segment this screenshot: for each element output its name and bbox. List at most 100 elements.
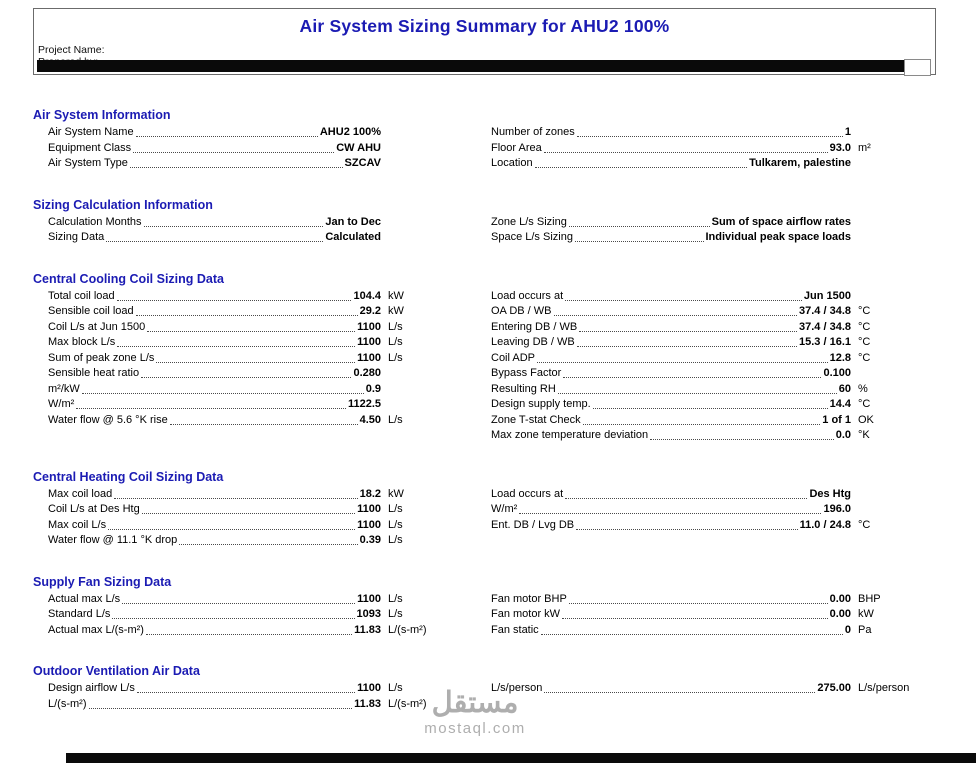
data-row: Sum of peak zone L/s 1100 L/s [48, 351, 433, 367]
row-unit: L/(s-m²) [388, 623, 427, 636]
section-columns: Design airflow L/s 1100 L/s L/(s-m²) 11.… [33, 681, 936, 712]
dot-leader [544, 692, 816, 693]
project-name-label: Project Name: [38, 44, 105, 56]
data-row: Calculation Months Jan to Dec [48, 215, 433, 231]
data-row: Load occurs at Jun 1500 [491, 289, 923, 305]
row-label: Zone L/s Sizing [491, 215, 567, 228]
section-column-right: Load occurs at Des Htg W/m² 196.0 Ent. D… [491, 487, 923, 534]
row-value: Jan to Dec [325, 215, 381, 228]
data-row: Location Tulkarem, palestine [491, 156, 923, 172]
dot-leader [543, 151, 828, 153]
row-value: 1100 [357, 503, 381, 515]
section-columns: Total coil load 104.4 kW Sensible coil l… [33, 289, 936, 444]
row-value: 12.8 [829, 351, 851, 364]
data-row: Max coil L/s 1100 L/s [48, 518, 433, 534]
dot-leader [537, 361, 828, 363]
data-row: Sensible heat ratio 0.280 [48, 366, 433, 382]
row-value: 1100 [357, 336, 381, 348]
dot-leader [136, 692, 356, 693]
row-unit: kW [388, 305, 404, 317]
row-value: 11.83 [354, 697, 381, 710]
dot-leader [135, 136, 318, 137]
section-column-right: Number of zones 1 Floor Area 93.0 m² Loc… [491, 125, 923, 172]
dot-leader [106, 241, 324, 242]
data-row: Number of zones 1 [491, 125, 923, 141]
row-value: 0.00 [829, 592, 851, 605]
row-label: Design airflow L/s [48, 682, 135, 694]
dot-leader [179, 544, 358, 545]
row-label: Max block L/s [48, 336, 116, 348]
report-section: Sizing Calculation Information Calculati… [33, 198, 936, 246]
dot-leader [135, 315, 358, 316]
data-row: OA DB / WB 37.4 / 34.8 °C [491, 304, 923, 320]
report-section: Central Cooling Coil Sizing Data Total c… [33, 272, 936, 444]
data-row: Load occurs at Des Htg [491, 487, 923, 503]
data-row: Fan motor kW 0.00 kW [491, 607, 923, 623]
row-value: 1 of 1 [822, 413, 851, 426]
row-label: Sizing Data [48, 231, 105, 243]
report-section: Supply Fan Sizing Data Actual max L/s 11… [33, 575, 936, 639]
row-label: Ent. DB / Lvg DB [491, 518, 575, 531]
row-unit: L/s [388, 503, 403, 515]
row-value: Individual peak space loads [705, 231, 852, 243]
row-value: 4.50 [359, 413, 381, 426]
data-row: m²/kW 0.9 [48, 382, 433, 398]
row-label: Sensible coil load [48, 305, 134, 317]
row-value: 0.9 [365, 382, 381, 395]
dot-leader [133, 151, 335, 153]
row-unit: °K [858, 429, 870, 441]
watermark-site-text: mostaql.com [424, 720, 526, 737]
dot-leader [576, 528, 798, 530]
row-label: Resulting RH [491, 382, 556, 395]
row-value: Des Htg [809, 487, 851, 500]
section-column-left: Total coil load 104.4 kW Sensible coil l… [33, 289, 433, 429]
row-value: Jun 1500 [803, 289, 851, 302]
row-label: Entering DB / WB [491, 320, 578, 333]
section-columns: Actual max L/s 1100 L/s Standard L/s 109… [33, 592, 936, 639]
data-row: Entering DB / WB 37.4 / 34.8 °C [491, 320, 923, 336]
row-value: 0.0 [835, 429, 851, 441]
row-unit: kW [388, 487, 404, 500]
row-label: Max zone temperature deviation [491, 429, 649, 441]
dot-leader [169, 423, 358, 425]
data-row: Coil ADP 12.8 °C [491, 351, 923, 367]
row-label: Zone T-stat Check [491, 413, 581, 426]
row-label: OA DB / WB [491, 305, 552, 317]
header-divider-bar [37, 59, 931, 76]
row-unit: °C [858, 320, 871, 333]
data-row: Fan motor BHP 0.00 BHP [491, 592, 923, 608]
report-section: Air System Information Air System Name A… [33, 108, 936, 172]
row-label: W/m² [491, 503, 518, 515]
report-header: Air System Sizing Summary for AHU2 100% … [33, 8, 936, 76]
row-label: Floor Area [491, 141, 542, 154]
row-unit: L/s/person [858, 682, 910, 694]
data-row: W/m² 196.0 [491, 502, 923, 518]
row-label: Sum of peak zone L/s [48, 351, 155, 364]
report-sections: Air System Information Air System Name A… [33, 108, 936, 712]
row-unit: BHP [858, 592, 881, 605]
data-row: Standard L/s 1093 L/s [48, 607, 433, 623]
dot-leader [574, 241, 704, 242]
row-label: Max coil load [48, 487, 113, 500]
row-unit: L/s [388, 608, 403, 620]
row-label: m²/kW [48, 382, 80, 395]
row-value: 1100 [357, 351, 381, 364]
data-row: Fan static 0 Pa [491, 623, 923, 639]
row-value: 275.00 [817, 682, 851, 694]
row-label: Load occurs at [491, 289, 564, 302]
data-row: Leaving DB / WB 15.3 / 16.1 °C [491, 335, 923, 351]
dot-leader [576, 346, 797, 347]
section-column-left: Design airflow L/s 1100 L/s L/(s-m²) 11.… [33, 681, 433, 712]
row-value: 1 [844, 126, 851, 138]
row-label: Fan motor BHP [491, 592, 567, 605]
row-unit: °C [858, 398, 871, 410]
dot-leader [114, 497, 358, 499]
row-unit: L/s [388, 682, 403, 694]
dot-leader [562, 618, 828, 619]
row-value: 1100 [357, 518, 381, 531]
row-label: Design supply temp. [491, 398, 591, 410]
row-label: W/m² [48, 398, 75, 410]
dot-leader [141, 513, 356, 514]
row-value: Tulkarem, palestine [749, 157, 851, 169]
row-unit: °C [858, 305, 871, 317]
